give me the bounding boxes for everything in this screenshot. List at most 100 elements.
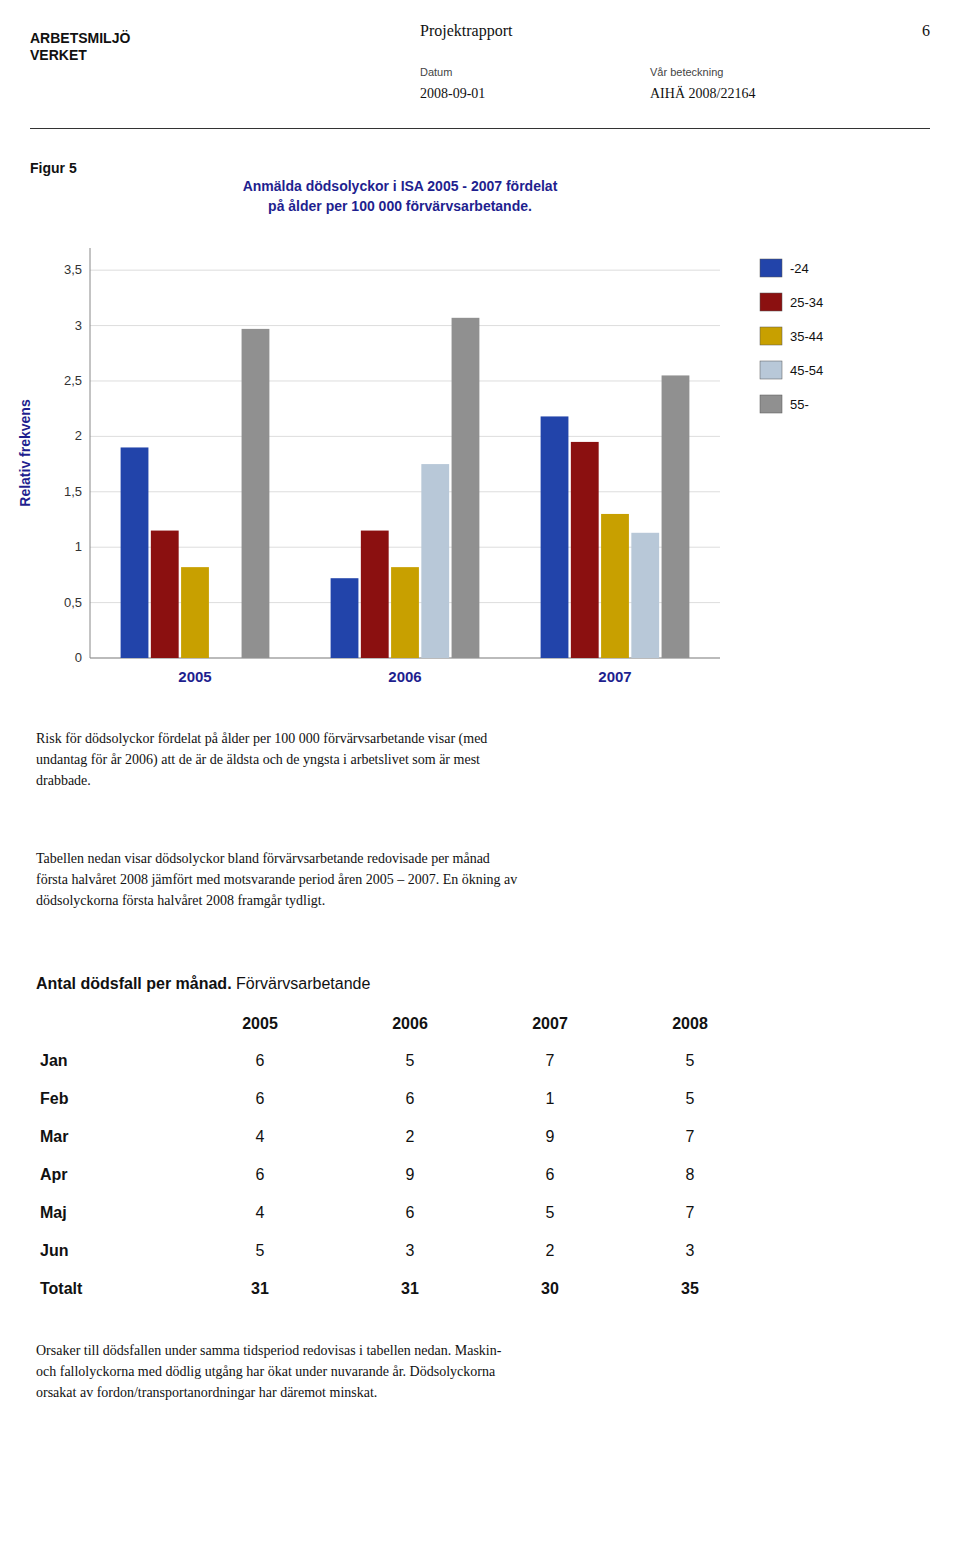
bar xyxy=(662,375,690,658)
table-cell: 3 xyxy=(650,1242,730,1260)
table-cell: 5 xyxy=(650,1090,730,1108)
paragraph: Tabellen nedan visar dödsolyckor bland f… xyxy=(36,848,517,911)
table-cell: 4 xyxy=(220,1128,300,1146)
grid-line xyxy=(90,380,720,381)
table-row-label: Mar xyxy=(40,1128,68,1146)
table-title-normal: Förvärvsarbetande xyxy=(232,975,371,992)
legend-label: 55- xyxy=(790,397,809,412)
page-number: 6 xyxy=(900,22,930,40)
table-header: 2006 xyxy=(370,1015,450,1033)
y-tick-label: 0,5 xyxy=(64,595,82,610)
table-cell: 6 xyxy=(220,1052,300,1070)
x-tick-label: 2005 xyxy=(178,668,211,685)
bar xyxy=(571,442,599,658)
bar xyxy=(452,318,480,658)
bar xyxy=(541,416,569,658)
table-cell: 5 xyxy=(510,1204,590,1222)
bar xyxy=(601,514,629,658)
table-cell: 6 xyxy=(220,1166,300,1184)
legend-label: 45-54 xyxy=(790,363,823,378)
table-cell: 4 xyxy=(220,1204,300,1222)
y-tick-label: 1,5 xyxy=(64,484,82,499)
table-header: 2007 xyxy=(510,1015,590,1033)
table-title-bold: Antal dödsfall per månad. xyxy=(36,975,232,992)
table-cell: 8 xyxy=(650,1166,730,1184)
header-value: AIHÄ 2008/22164 xyxy=(650,86,755,102)
table-cell: 31 xyxy=(370,1280,450,1298)
y-tick-label: 0 xyxy=(75,650,82,665)
legend: -2425-3435-4445-5455- xyxy=(760,259,823,413)
header-value: 2008-09-01 xyxy=(420,86,485,102)
table-cell: 31 xyxy=(220,1280,300,1298)
bar xyxy=(242,329,270,658)
table-row-label: Apr xyxy=(40,1166,68,1184)
page: 6ARBETSMILJÖ VERKETProjektrapportDatum20… xyxy=(0,0,960,1561)
legend-swatch xyxy=(760,395,782,413)
y-axis-label: Relativ frekvens xyxy=(17,399,33,507)
table-cell: 6 xyxy=(510,1166,590,1184)
y-tick-label: 3 xyxy=(75,318,82,333)
grid xyxy=(90,270,720,658)
grid-line xyxy=(90,436,720,437)
bar xyxy=(331,578,359,658)
table-cell: 2 xyxy=(510,1242,590,1260)
table-row-label: Maj xyxy=(40,1204,67,1222)
paragraph: Risk för dödsolyckor fördelat på ålder p… xyxy=(36,728,487,791)
bar xyxy=(121,447,149,658)
x-tick-label: 2007 xyxy=(598,668,631,685)
table-cell: 7 xyxy=(510,1052,590,1070)
table-cell: 2 xyxy=(370,1128,450,1146)
table-header: 2008 xyxy=(650,1015,730,1033)
table-cell: 9 xyxy=(510,1128,590,1146)
table-cell: 9 xyxy=(370,1166,450,1184)
grid-line xyxy=(90,270,720,271)
table-cell: 1 xyxy=(510,1090,590,1108)
chart-subtitle: på ålder per 100 000 förvärvsarbetande. xyxy=(0,198,800,214)
table-cell: 5 xyxy=(220,1242,300,1260)
y-tick-label: 2,5 xyxy=(64,373,82,388)
table-cell: 6 xyxy=(370,1204,450,1222)
table-cell: 7 xyxy=(650,1128,730,1146)
table-cell: 6 xyxy=(370,1090,450,1108)
table-cell: 5 xyxy=(370,1052,450,1070)
y-tick-label: 1 xyxy=(75,539,82,554)
header-label: Datum xyxy=(420,66,452,78)
chart-title: Anmälda dödsolyckor i ISA 2005 - 2007 fö… xyxy=(0,178,800,194)
table-cell: 6 xyxy=(220,1090,300,1108)
legend-swatch xyxy=(760,361,782,379)
table-row-label: Totalt xyxy=(40,1280,82,1298)
bar xyxy=(361,531,389,658)
header-title: Projektrapport xyxy=(420,22,512,40)
bar xyxy=(181,567,209,658)
table-row-label: Jan xyxy=(40,1052,68,1070)
x-tick-label: 2006 xyxy=(388,668,421,685)
bar xyxy=(151,531,179,658)
bar xyxy=(631,533,659,658)
table-title: Antal dödsfall per månad. Förvärvsarbeta… xyxy=(36,975,370,993)
y-tick-label: 3,5 xyxy=(64,262,82,277)
grid-line xyxy=(90,491,720,492)
bar xyxy=(391,567,419,658)
grid-line xyxy=(90,325,720,326)
legend-label: -24 xyxy=(790,261,809,276)
legend-swatch xyxy=(760,259,782,277)
table-cell: 7 xyxy=(650,1204,730,1222)
bar xyxy=(211,658,239,659)
bar xyxy=(421,464,449,658)
table-row-label: Feb xyxy=(40,1090,68,1108)
legend-swatch xyxy=(760,327,782,345)
table-cell: 30 xyxy=(510,1280,590,1298)
table-header: 2005 xyxy=(220,1015,300,1033)
y-tick-label: 2 xyxy=(75,428,82,443)
paragraph: Orsaker till dödsfallen under samma tids… xyxy=(36,1340,501,1403)
table-row-label: Jun xyxy=(40,1242,68,1260)
figure-label: Figur 5 xyxy=(30,160,77,176)
table-cell: 3 xyxy=(370,1242,450,1260)
bars xyxy=(121,318,690,658)
logo: ARBETSMILJÖ VERKET xyxy=(30,30,130,64)
separator xyxy=(30,128,930,129)
header-label: Vår beteckning xyxy=(650,66,723,78)
y-axis xyxy=(90,248,91,658)
legend-label: 25-34 xyxy=(790,295,823,310)
chart: 0 0,5 1 1,5 2 2,5 3 3,5 Relativ frekvens 2005 2006… xyxy=(0,228,960,708)
